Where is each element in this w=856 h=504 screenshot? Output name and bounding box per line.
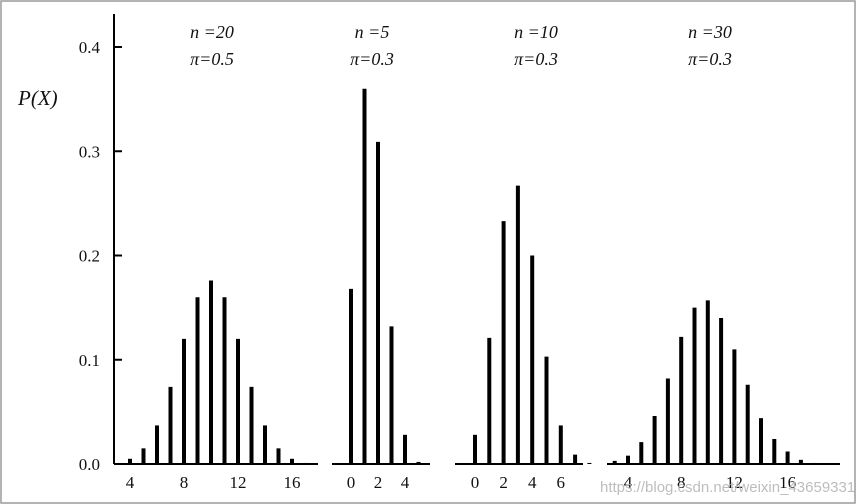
- y-tick-label: 0.0: [79, 455, 100, 474]
- panel-title-n: n =20: [190, 22, 234, 42]
- chart-panels: 4 8 12 16n =20π=0.50 2 4n =5π=0.30 2 4 6n =10π=0…: [115, 22, 840, 492]
- x-tick-label: 16: [284, 473, 301, 492]
- x-tick-label: 0: [471, 473, 480, 492]
- panel-title-n: n =10: [514, 22, 558, 42]
- x-tick-label: 2: [499, 473, 508, 492]
- x-tick-label: 8: [180, 473, 189, 492]
- y-tick-label: 0.4: [79, 38, 101, 57]
- x-tick-label: 4: [126, 473, 135, 492]
- panel-1: 4 8 12 16 n =20 π=0.5: [115, 22, 318, 492]
- panel-title-pi: π=0.3: [514, 49, 558, 69]
- y-axis-label: P(X): [17, 86, 58, 110]
- x-tick-label: 4: [624, 473, 633, 492]
- panel-4: 4 8 12 16 n =30 π=0.3: [607, 22, 840, 492]
- watermark: https://blog.csdn.net/weixin_43659331: [600, 479, 855, 496]
- x-tick-label: 16: [779, 473, 796, 492]
- x-tick-label: 12: [230, 473, 247, 492]
- y-tick-label: 0.1: [79, 351, 100, 370]
- panel-title-n: n =5: [355, 22, 390, 42]
- x-tick-label: 4: [401, 473, 410, 492]
- panel-3: 0 2 4 6 n =10 π=0.3: [455, 22, 592, 492]
- x-tick-label: 6: [557, 473, 566, 492]
- panel-title-n: n =30: [688, 22, 732, 42]
- x-tick-label: 12: [726, 473, 743, 492]
- x-tick-label: 8: [677, 473, 686, 492]
- panel-2: 0 2 4 n =5 π=0.3: [332, 22, 430, 492]
- x-tick-label: 2: [374, 473, 383, 492]
- x-tick-label: 4: [528, 473, 537, 492]
- panel-title-pi: π=0.3: [688, 49, 732, 69]
- panel-title-pi: π=0.5: [190, 49, 234, 69]
- y-tick-label: 0.3: [79, 142, 100, 161]
- y-axis-tick-labels: 0.0 0.1 0.2 0.3 0.4: [79, 38, 101, 474]
- panel-title-pi: π=0.3: [350, 49, 394, 69]
- x-tick-label: 0: [347, 473, 356, 492]
- y-tick-label: 0.2: [79, 247, 100, 266]
